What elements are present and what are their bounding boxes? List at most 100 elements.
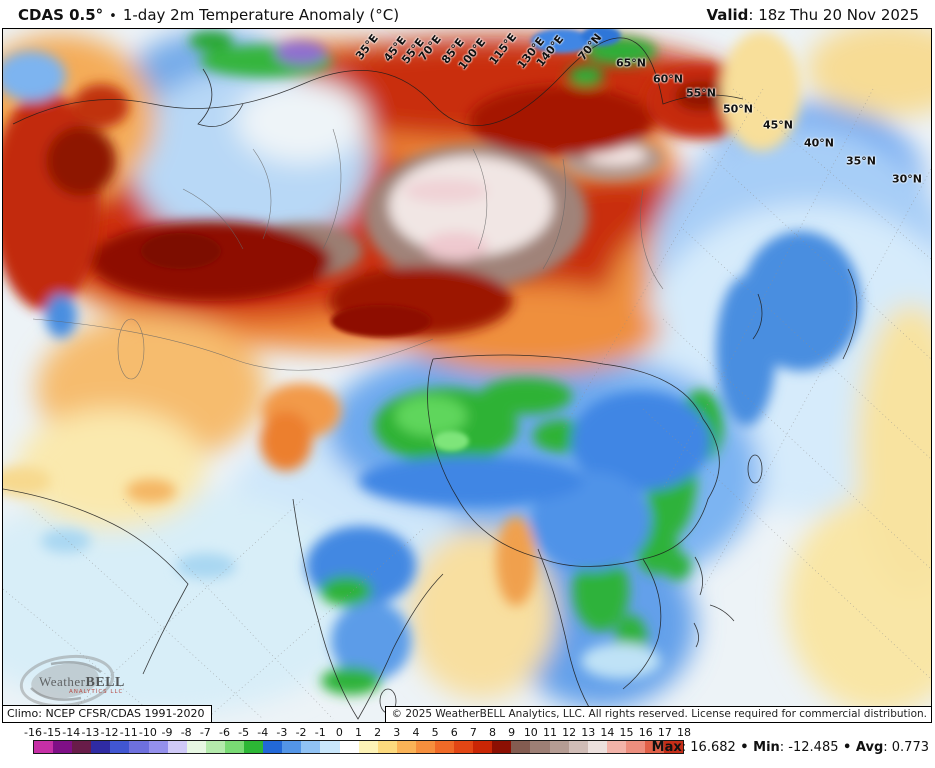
anomaly-blob bbox=[275, 41, 327, 65]
colorbar-tick: -4 bbox=[257, 726, 269, 739]
anomaly-blob bbox=[571, 391, 711, 491]
anomaly-blob bbox=[581, 29, 621, 46]
title-separator: • bbox=[109, 9, 117, 24]
logo-subtitle: ANALYTICS LLC bbox=[69, 689, 124, 695]
colorbar-segment bbox=[377, 741, 397, 753]
colorbar-segment bbox=[625, 741, 645, 753]
anomaly-blob bbox=[73, 84, 129, 128]
stat-label: Max bbox=[651, 740, 682, 755]
anomaly-blob bbox=[3, 466, 51, 496]
colorbar-segment bbox=[434, 741, 455, 753]
logo-wordmark: WeatherBELL bbox=[39, 674, 125, 691]
colorbar-segment bbox=[186, 741, 206, 753]
colorbar-segment bbox=[587, 741, 607, 753]
colorbar-segment bbox=[72, 741, 92, 753]
product-name: CDAS 0.5° bbox=[18, 6, 104, 24]
colorbar-segment bbox=[664, 741, 684, 753]
colorbar-segment bbox=[34, 741, 54, 753]
colorbar-tick: 8 bbox=[489, 726, 497, 739]
graticule-label: 40°N bbox=[803, 136, 835, 150]
footer: -16 -15 -14 -13 -12 -11 -10 -9 -8 -7 -6 -5 -4 -3 -2 -1 0… bbox=[0, 723, 935, 768]
colorbar: -16 -15 -14 -13 -12 -11 -10 -9 -8 -7 -6 -5 -4 -3 -2 -1 0… bbox=[24, 726, 691, 758]
colorbar-tick: -7 bbox=[199, 726, 211, 739]
colorbar-tick: -12 bbox=[100, 726, 119, 739]
colorbar-tick: -14 bbox=[62, 726, 81, 739]
colorbar-segment bbox=[301, 741, 321, 753]
anomaly-blob bbox=[469, 86, 653, 156]
colorbar-segment bbox=[492, 741, 512, 753]
colorbar-segment bbox=[110, 741, 130, 753]
colorbar-segment bbox=[167, 741, 187, 753]
colorbar-tick: 2 bbox=[374, 726, 382, 739]
anomaly-blob bbox=[236, 79, 366, 163]
anomaly-blob bbox=[433, 431, 469, 451]
stat-label: Avg bbox=[855, 740, 884, 755]
colorbar-tick: 18 bbox=[677, 726, 691, 739]
colorbar-segment bbox=[205, 741, 225, 753]
colorbar-tick: 13 bbox=[581, 726, 596, 739]
anomaly-blob bbox=[531, 29, 591, 53]
anomaly-blob bbox=[663, 552, 691, 580]
anomaly-blob bbox=[45, 294, 77, 338]
anomaly-washes bbox=[3, 29, 931, 716]
colorbar-tick: 17 bbox=[657, 726, 672, 739]
weatherbell-logo: WeatherBELL ANALYTICS LLC bbox=[17, 652, 125, 710]
anomaly-blob bbox=[176, 553, 236, 579]
valid-time: Valid: 18z Thu 20 Nov 2025 bbox=[706, 6, 919, 24]
colorbar-segment bbox=[454, 741, 474, 753]
colorbar-tick: -11 bbox=[119, 726, 138, 739]
anomaly-blob bbox=[331, 601, 411, 681]
anomaly-blob bbox=[320, 576, 372, 606]
logo-swirl-icon bbox=[19, 654, 115, 708]
climo-note: Climo: NCEP CFSR/CDAS 1991-2020 bbox=[3, 705, 212, 722]
colorbar-tick: 14 bbox=[600, 726, 615, 739]
colorbar-tick: -15 bbox=[43, 726, 62, 739]
colorbar-tick: 7 bbox=[469, 726, 477, 739]
anomaly-blob bbox=[321, 667, 381, 695]
colorbar-tick: -16 bbox=[24, 726, 42, 739]
anomaly-blob bbox=[331, 305, 431, 337]
map-title: 1-day 2m Temperature Anomaly (°C) bbox=[122, 6, 400, 24]
anomaly-blob bbox=[568, 66, 604, 86]
anomaly-blob bbox=[46, 126, 116, 196]
valid-value: : 18z Thu 20 Nov 2025 bbox=[748, 6, 919, 24]
map-canvas: 65°N 60°N 55°N 50°N 45°N 40°N 35°N 30°N 35°E 45°… bbox=[2, 28, 932, 723]
colorbar-tick: 10 bbox=[523, 726, 538, 739]
colorbar-tick: 6 bbox=[450, 726, 458, 739]
anomaly-blob bbox=[189, 31, 233, 51]
anomaly-regions bbox=[3, 31, 861, 695]
country-borders bbox=[3, 37, 858, 722]
anomaly-blob bbox=[573, 551, 629, 631]
anomaly-blob bbox=[496, 516, 536, 606]
anomaly-blob bbox=[856, 304, 931, 594]
anomaly-blob bbox=[359, 456, 583, 506]
colorbar-segment bbox=[358, 741, 378, 753]
colorbar-segment bbox=[568, 741, 588, 753]
colorbar-tick: 3 bbox=[393, 726, 401, 739]
anomaly-blob bbox=[806, 29, 931, 117]
colorbar-tick: 11 bbox=[542, 726, 557, 739]
anomaly-blob bbox=[141, 233, 221, 269]
anomaly-details bbox=[141, 29, 621, 451]
colorbar-segment bbox=[415, 741, 435, 753]
colorbar-segment bbox=[91, 741, 111, 753]
logo-word-weather: Weather bbox=[39, 674, 86, 689]
colorbar-tick: -6 bbox=[218, 726, 230, 739]
copyright-note: © 2025 WeatherBELL Analytics, LLC. All r… bbox=[384, 706, 931, 722]
anomaly-blob bbox=[404, 179, 488, 203]
anomaly-blob bbox=[260, 411, 312, 471]
colorbar-segment bbox=[549, 741, 569, 753]
colorbar-segment bbox=[224, 741, 245, 753]
logo-word-bell: BELL bbox=[85, 675, 125, 690]
stat-label: Min bbox=[753, 740, 780, 755]
anomaly-blob bbox=[424, 232, 488, 260]
anomaly-field-svg bbox=[3, 29, 931, 722]
anomaly-blob bbox=[531, 471, 651, 571]
colorbar-tick: -9 bbox=[161, 726, 173, 739]
colorbar-tick: -2 bbox=[295, 726, 307, 739]
colorbar-segment bbox=[396, 741, 416, 753]
colorbar-tick: 16 bbox=[638, 726, 653, 739]
graticule-label: 30°N bbox=[891, 172, 923, 186]
colorbar-tick-labels: -16 -15 -14 -13 -12 -11 -10 -9 -8 -7 -6 -5 -4 -3 -2 -1 0… bbox=[24, 726, 691, 740]
